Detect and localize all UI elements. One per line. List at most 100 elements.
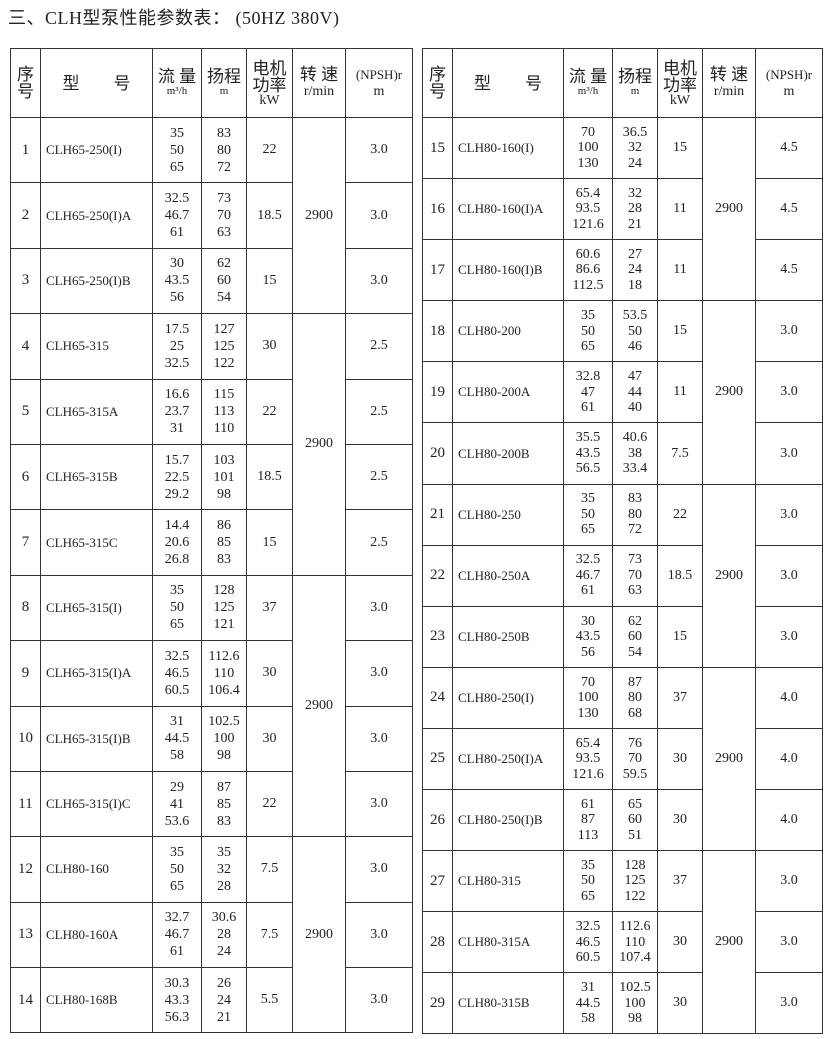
row-power: 7.5 [246, 836, 293, 903]
head-value: 28 [217, 927, 231, 943]
flow-value: 17.5 [164, 321, 190, 337]
header-flow-label: 流 量 [157, 67, 197, 86]
row-flow: 35 50 65 [563, 850, 613, 913]
flow-value: 44.5 [164, 731, 190, 747]
flow-value: 93.5 [575, 751, 601, 767]
flow-value: 60.6 [575, 246, 601, 262]
row-flow: 32.5 46.5 60.5 [152, 640, 202, 707]
header-model: 型 号 [40, 48, 153, 118]
head-value: 46 [628, 339, 642, 355]
flow-value: 29.2 [164, 486, 190, 502]
flow-value: 31 [170, 714, 184, 730]
flow-value: 50 [581, 506, 595, 522]
table-row: 3 CLH65-250(I)B 30 43.5 56 62 60 54 15 3.0 [10, 247, 413, 315]
flow-value: 65 [170, 159, 184, 175]
head-value: 122 [213, 355, 235, 371]
head-value: 87 [217, 779, 231, 795]
head-value: 24 [217, 992, 231, 1008]
row-power: 7.5 [657, 422, 703, 485]
header-speed-unit: r/min [713, 83, 745, 99]
head-value: 83 [217, 125, 231, 141]
row-npsh: 3.0 [345, 705, 413, 772]
row-power: 5.5 [246, 967, 293, 1034]
flow-value: 44.5 [575, 995, 601, 1011]
row-npsh: 3.0 [345, 247, 413, 315]
row-id: 4 [10, 313, 41, 380]
head-value: 101 [213, 469, 235, 485]
row-power: 30 [246, 640, 293, 707]
row-id: 28 [422, 911, 453, 974]
flow-value: 58 [581, 1011, 595, 1027]
row-power: 37 [657, 666, 703, 729]
head-value: 122 [624, 888, 646, 904]
row-head: 47 44 40 [612, 361, 658, 424]
flow-value: 23.7 [164, 404, 190, 420]
head-value: 80 [217, 142, 231, 158]
table-row: 13 CLH80-160A 32.7 46.7 61 30.6 28 24 7.5 3.0 [10, 901, 413, 969]
header-id-line: 号 [17, 82, 34, 101]
head-value: 62 [628, 613, 642, 629]
row-npsh: 3.0 [755, 300, 823, 363]
head-value: 35 [217, 844, 231, 860]
row-head: 65 60 51 [612, 789, 658, 852]
head-value: 83 [628, 491, 642, 507]
header-power: 电机功率 kW [657, 48, 703, 118]
page-title: 三、CLH型泵性能参数表： (50HZ 380V) [8, 8, 340, 28]
row-flow: 32.8 47 61 [563, 361, 613, 424]
row-model: CLH65-250(I)B [40, 247, 153, 315]
flow-value: 46.5 [575, 934, 601, 950]
row-speed: 2900 [292, 313, 346, 576]
row-model: CLH80-315A [452, 911, 564, 974]
header-speed-unit: r/min [303, 83, 335, 99]
row-power: 11 [657, 361, 703, 424]
row-model: CLH65-315(I)C [40, 770, 153, 838]
flow-value: 31 [581, 980, 595, 996]
head-value: 85 [217, 535, 231, 551]
row-id: 8 [10, 574, 41, 642]
row-npsh: 3.0 [755, 911, 823, 974]
row-head: 53.5 50 46 [612, 300, 658, 363]
row-npsh: 4.5 [755, 239, 823, 302]
head-value: 21 [217, 1009, 231, 1025]
row-speed: 2900 [292, 116, 346, 315]
row-id: 21 [422, 483, 453, 546]
row-flow: 30 43.5 56 [563, 605, 613, 668]
table-row: 28 CLH80-315A 32.5 46.5 60.5 112.6 110 107.4 30 3… [422, 911, 823, 974]
flow-value: 50 [170, 600, 184, 616]
header-power-unit: kW [669, 92, 691, 108]
flow-value: 65 [170, 617, 184, 633]
head-value: 125 [624, 873, 646, 889]
row-head: 73 70 63 [612, 544, 658, 607]
flow-value: 30.3 [164, 975, 190, 991]
flow-value: 61 [581, 400, 595, 416]
row-power: 22 [246, 116, 293, 184]
head-value: 59.5 [622, 766, 648, 782]
table-row: 18 CLH80-200 35 50 65 53.5 50 46 15 2900 3.0 [422, 300, 823, 485]
row-id: 17 [422, 239, 453, 302]
flow-value: 121.6 [572, 766, 604, 782]
row-flow: 35 50 65 [152, 574, 202, 642]
head-value: 100 [213, 731, 235, 747]
row-npsh: 2.5 [345, 378, 413, 445]
row-power: 22 [246, 770, 293, 838]
header-model-label: 型 号 [474, 73, 542, 93]
flow-value: 41 [170, 796, 184, 812]
row-model: CLH65-315B [40, 443, 153, 511]
row-flow: 35 50 65 [563, 483, 613, 546]
row-head: 40.6 38 33.4 [612, 422, 658, 485]
flow-value: 29 [170, 779, 184, 795]
table-row: 20 CLH80-200B 35.5 43.5 56.5 40.6 38 33.4 7.5 3.0 [422, 422, 823, 485]
flow-value: 47 [581, 384, 595, 400]
row-flow: 14.4 20.6 26.8 [152, 509, 202, 576]
row-model: CLH80-250(I)A [452, 727, 564, 791]
table-row: 14 CLH80-168B 30.3 43.3 56.3 26 24 21 5.5 3.0 [10, 967, 413, 1034]
flow-value: 46.7 [575, 567, 601, 583]
flow-value: 65.4 [575, 185, 601, 201]
row-flow: 16.6 23.7 31 [152, 378, 202, 445]
head-value: 65 [628, 796, 642, 812]
flow-value: 130 [577, 705, 599, 721]
row-npsh: 2.5 [345, 443, 413, 511]
flow-value: 46.7 [164, 927, 190, 943]
header-speed: 转 速 r/min [292, 48, 346, 118]
flow-value: 46.5 [164, 665, 190, 681]
